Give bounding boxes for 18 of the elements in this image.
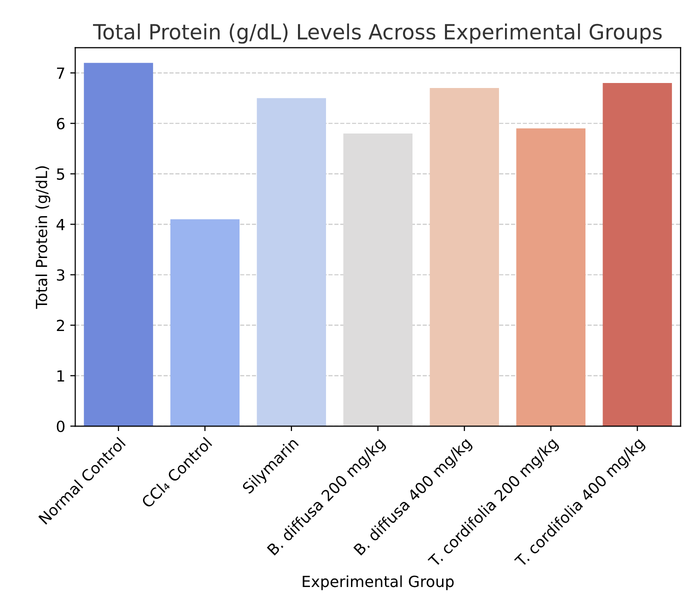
y-tick-label: 0: [56, 420, 65, 432]
y-axis-title: Total Protein (g/dL): [35, 166, 50, 309]
bar: [84, 62, 154, 426]
bar: [602, 83, 672, 426]
y-tick-label: 1: [57, 370, 64, 382]
y-tick-label: 3: [56, 269, 64, 281]
bar: [516, 128, 586, 426]
x-axis-title: Experimental Group: [302, 575, 454, 590]
bar: [256, 98, 326, 426]
bar: [170, 219, 240, 426]
y-tick-label: 4: [56, 218, 65, 230]
bar: [430, 88, 499, 426]
y-tick-label: 5: [56, 168, 64, 180]
y-tick-label: 6: [56, 118, 65, 130]
chart-title: Total Protein (g/dL) Levels Across Experimental Groups: [93, 24, 662, 44]
y-tick-label: 7: [57, 68, 64, 79]
bar: [343, 133, 412, 426]
y-tick-label: 2: [56, 320, 64, 332]
